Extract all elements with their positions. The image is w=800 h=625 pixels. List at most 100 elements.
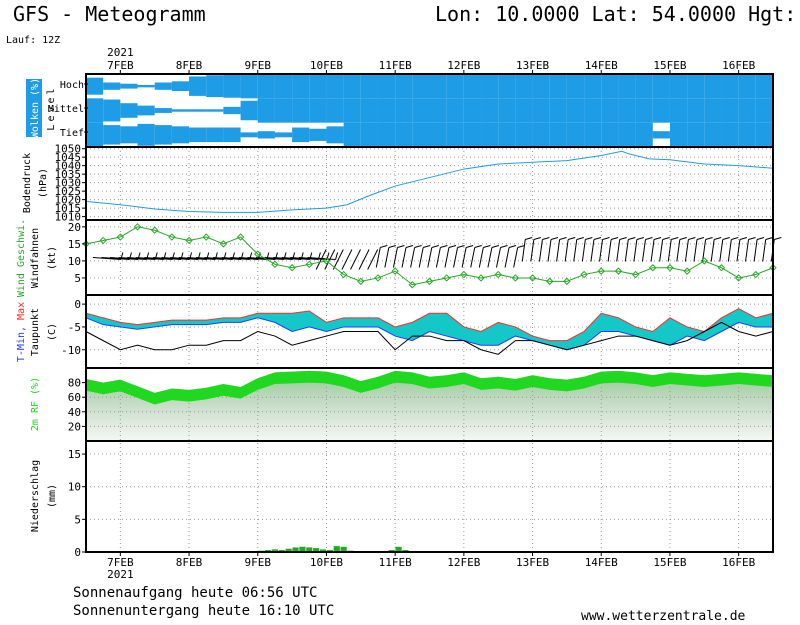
cloud-cell [721,98,739,123]
cloud-cell [652,98,670,123]
temperature-tick-label: -10 [61,344,81,357]
wind-barb [662,237,670,240]
cloud-cell [429,74,447,99]
cloud-cell [360,74,378,99]
cloud-cell [618,74,636,99]
wind-barb [440,245,448,248]
wind-barb [590,239,595,262]
date-label-top: 7FEB [107,59,134,72]
wind-barb [101,257,130,260]
cloud-cell [687,122,705,147]
pressure-tick-label: 1045 [55,151,82,164]
cloud-label-box [26,79,42,137]
cloud-cell [755,122,773,147]
wind-barb [705,237,713,240]
wind-speed-point [614,267,623,275]
precip-ylabel: Niederschlag [30,460,41,532]
wind-barb [358,249,370,270]
wind-speed-point [322,257,331,265]
precip-bar [285,548,292,552]
wind-barb [513,247,519,268]
temperature-ylabel2: Taupunkt [30,308,41,356]
date-label-bottom: 10FEB [310,556,343,569]
wind-barb [170,257,199,260]
wind-speed-point [150,226,159,234]
wind-barb [281,257,310,260]
wind-barb [521,239,526,262]
cloud-cell [309,98,327,123]
wind-speed-point [734,274,743,282]
cloud-cell [223,127,241,143]
wind-barb [397,245,405,248]
cloud-cell [446,74,464,99]
cloud-ylabel2: Level [46,85,57,130]
sunrise-text: Sonnenaufgang heute 06:56 UTC [73,585,318,601]
wind-ylabel: Wind Geschwi. [16,219,27,297]
cloud-cell [120,103,138,118]
wind-barb [581,239,586,262]
wind-barb [491,245,500,248]
wind-barb [375,247,381,268]
wind-barb [187,257,216,260]
cloud-cell [635,122,653,147]
wind-barb [341,249,353,270]
wind-barb [431,245,439,248]
date-label-top: 9FEB [245,59,272,72]
cloud-cell [584,122,602,147]
wind-barb [335,252,339,260]
wind-speed-point [649,264,657,272]
cloud-cell [721,122,739,147]
cloud-cell [274,98,293,123]
wind-speed-point [202,233,210,241]
cloud-cell [137,123,155,146]
website-link[interactable]: www.wetterzentrale.de [581,609,746,624]
cloud-cell [532,122,550,147]
cloud-cell [343,98,361,123]
wind-speed-point [168,233,176,241]
wind-barb [465,245,474,248]
wind-speed-point [528,274,537,282]
wind-barb [444,247,450,268]
precipitation-tick-label: 5 [74,513,81,526]
wind-barb [332,249,344,270]
cloud-cell [292,127,310,143]
cloud-cell [687,98,705,123]
precip-bar [299,546,306,552]
wind-speed-point [185,236,193,245]
cloud-cell [601,74,619,99]
date-label-bottom: 16FEB [722,556,755,569]
wind-speed-point [374,274,382,282]
cloud-cell [223,106,241,115]
wind-barb [547,239,552,262]
wind-barb [525,237,533,240]
precipitation-tick-label: 10 [68,481,81,494]
wind-speed-point [408,281,417,289]
wind-speed-point [305,260,313,269]
wind-barb [762,239,767,262]
wind-barb [457,245,465,248]
date-label-top: 12FEB [447,59,480,72]
precip-bar [271,549,279,552]
pressure-tick-label: 1050 [55,143,82,156]
cloud-cell [704,74,722,99]
wind-speed-line [85,226,774,286]
cloud-cell [481,122,499,147]
wind-barb [92,257,121,260]
cloud-cell [257,98,275,123]
wind-barb [264,257,293,260]
wind-barb [556,239,561,262]
pressure-tick-label: 1030 [55,177,82,190]
cloud-cell [566,98,585,123]
temperature-band [86,308,773,350]
cloud-cell [292,74,310,99]
wind-barb [453,247,459,268]
wind-barb [564,239,569,262]
wind-barb [719,239,724,262]
wind-barb [667,239,672,262]
wind-barb [495,247,501,268]
cloud-cell [515,98,533,123]
date-label-top: 15FEB [653,59,686,72]
wind-barb [152,257,182,260]
wind-barb [576,237,584,240]
